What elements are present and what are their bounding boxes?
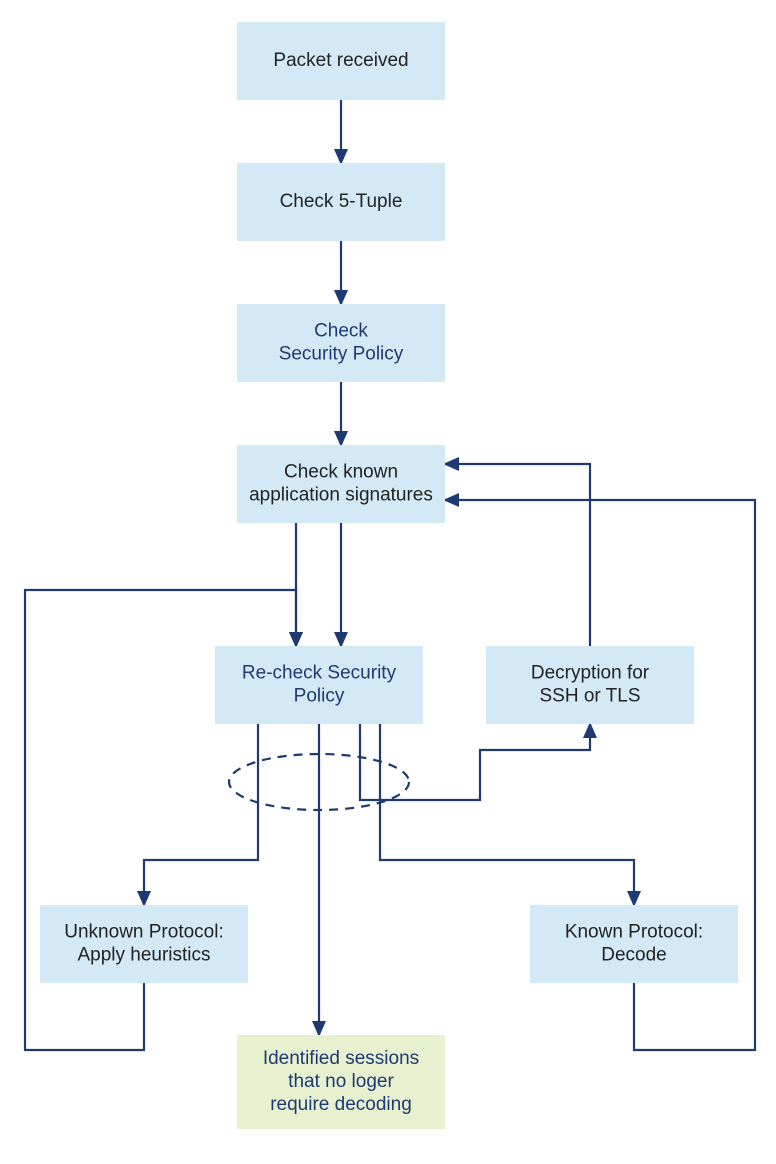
node-n8-label-0: Known Protocol: — [565, 922, 703, 943]
node-n7-label-1: Apply heuristics — [77, 944, 210, 965]
node-n5-label-0: Re-check Security — [242, 663, 397, 684]
node-n9-label-0: Identified sessions — [263, 1048, 419, 1069]
node-n2-label-0: Check 5-Tuple — [280, 191, 403, 212]
node-n9-label-2: require decoding — [270, 1094, 412, 1115]
node-n1-label-0: Packet received — [273, 50, 408, 71]
flowchart: Packet received Check 5-Tuple CheckSecurit… — [0, 0, 776, 1164]
edge-e7 — [144, 724, 258, 905]
node-n6: Decryption forSSH or TLS — [486, 646, 694, 724]
node-n9: Identified sessionsthat no logerrequire … — [237, 1035, 445, 1129]
edge-e10 — [360, 724, 590, 800]
edge-e11 — [445, 464, 590, 646]
node-n9-label-1: that no loger — [288, 1071, 394, 1092]
node-n4-label-1: application signatures — [249, 484, 433, 505]
edge-e8 — [380, 724, 634, 905]
node-n5: Re-check SecurityPolicy — [215, 646, 423, 724]
node-n3-label-0: Check — [314, 321, 368, 342]
node-n1: Packet received — [237, 22, 445, 100]
node-n8: Known Protocol:Decode — [530, 905, 738, 983]
node-n3-label-1: Security Policy — [279, 343, 404, 364]
node-n2: Check 5-Tuple — [237, 163, 445, 241]
node-n5-label-1: Policy — [294, 685, 345, 706]
node-n3: CheckSecurity Policy — [237, 304, 445, 382]
node-n7: Unknown Protocol:Apply heuristics — [40, 905, 248, 983]
node-n7-label-0: Unknown Protocol: — [64, 922, 223, 943]
node-n8-label-1: Decode — [601, 944, 667, 965]
node-n4: Check knownapplication signatures — [237, 445, 445, 523]
nodes: Packet received Check 5-Tuple CheckSecurit… — [40, 22, 738, 1129]
node-n4-label-0: Check known — [284, 462, 398, 483]
node-n6-label-0: Decryption for — [531, 663, 650, 684]
node-n6-label-1: SSH or TLS — [539, 685, 640, 706]
